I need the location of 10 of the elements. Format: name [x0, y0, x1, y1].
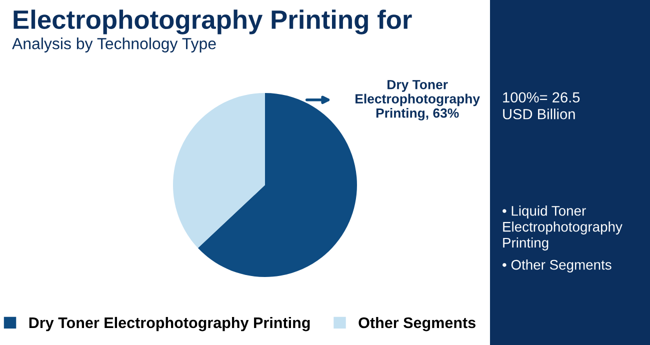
- pie-slice: [173, 93, 265, 248]
- data-label: Dry Toner Electrophotography Printing, 63%: [356, 80, 480, 120]
- text: • Other Segments: [502, 260, 612, 272]
- text: 100%= 26.5 USD Billion: [503, 92, 580, 120]
- legend-label: Dry Toner Electrophotography Printing: [29, 316, 310, 332]
- text: • Liquid Toner Electrophotography Printing: [502, 206, 622, 250]
- chart-title: Electrophotography Printing for: [14, 10, 412, 34]
- chart-subtitle: Analysis by Technology Type: [12, 38, 216, 52]
- pie-slice: [198, 93, 357, 277]
- legend-label: Other Segments: [358, 316, 476, 332]
